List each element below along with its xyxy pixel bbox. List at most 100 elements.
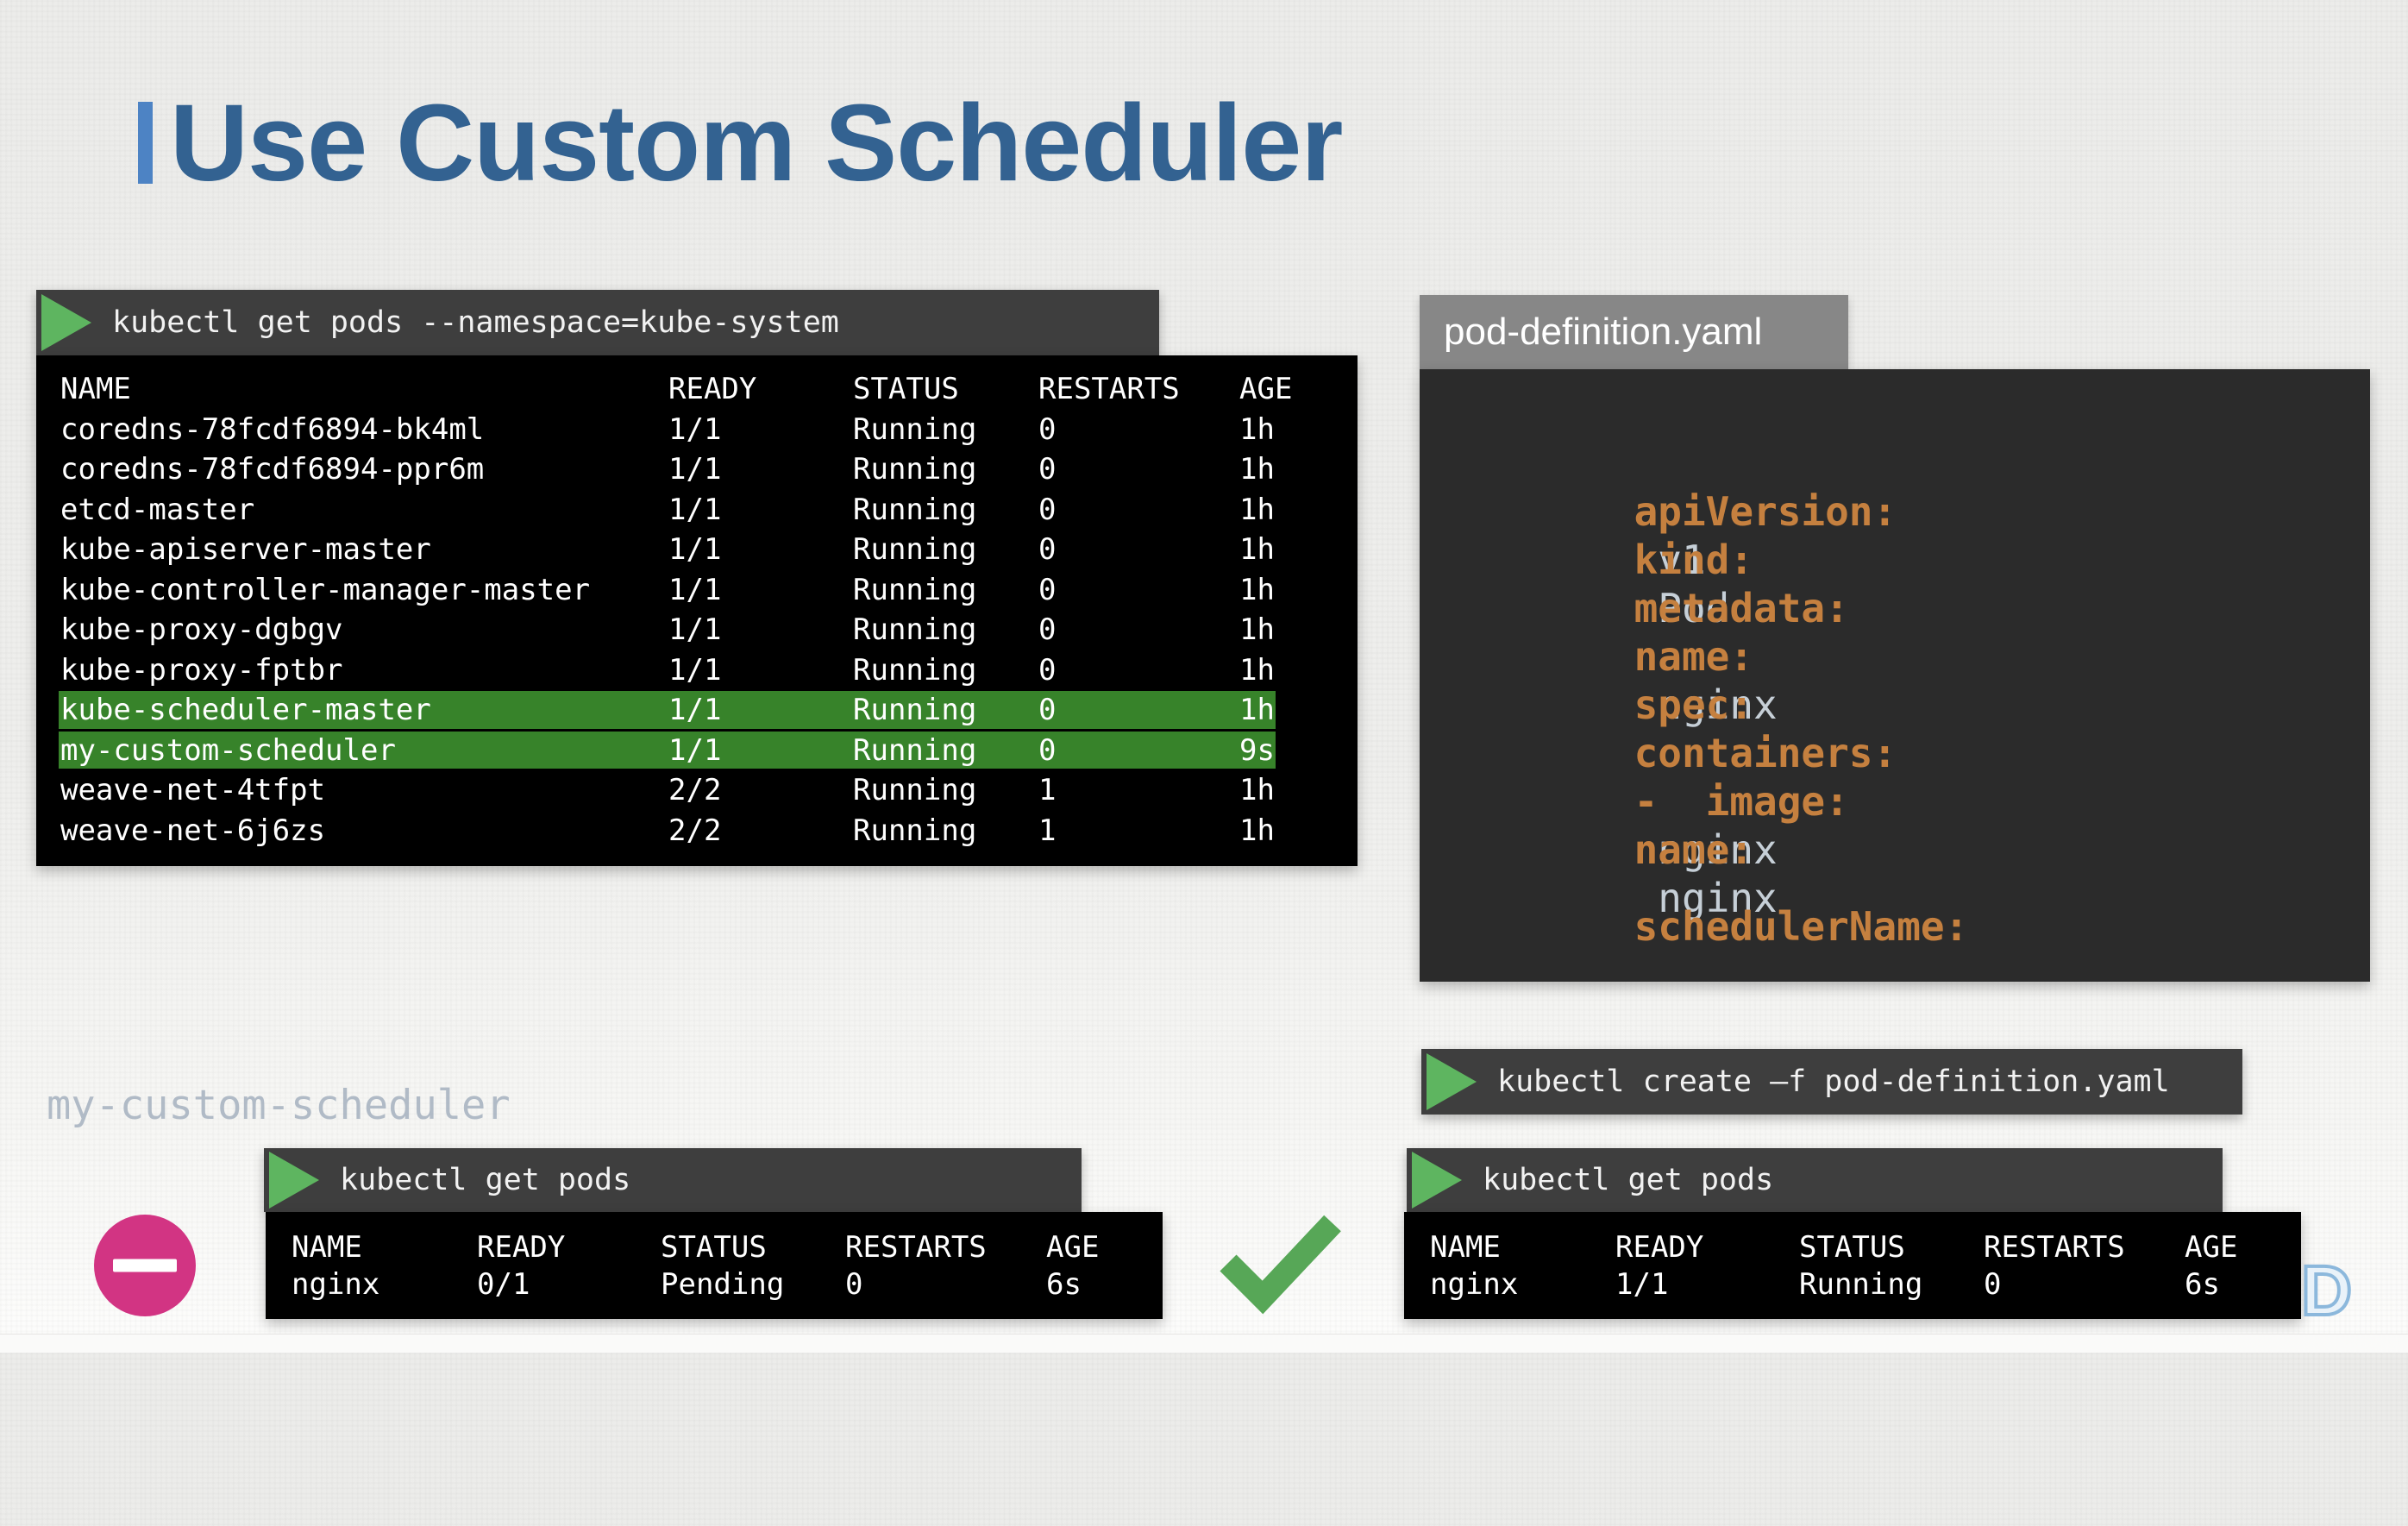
- pod-ready: 1/1: [668, 612, 722, 647]
- pod-name: kube-scheduler-master: [60, 693, 431, 727]
- pod-name: nginx: [1430, 1267, 1519, 1302]
- pod-ready: 1/1: [668, 652, 722, 688]
- yaml-key: spec:: [1634, 681, 1754, 728]
- yaml-value: nginx: [1658, 826, 1778, 873]
- col-name: NAME: [60, 372, 131, 406]
- table-header: NAME READY STATUS RESTARTS AGE: [1404, 1229, 2301, 1266]
- pod-status: Running: [853, 612, 977, 647]
- col-restarts: RESTARTS: [1984, 1230, 2125, 1265]
- yaml-code: apiVersion: v1 kind: Pod metadata: name:…: [1443, 391, 2370, 950]
- yaml-key: metadata:: [1634, 585, 1849, 631]
- table-row: coredns-78fcdf6894-ppr6m 1/1 Running 0 1…: [36, 449, 1358, 490]
- table-row: weave-net-6j6zs 2/2 Running 1 1h: [36, 811, 1358, 851]
- table-header: NAME READY STATUS RESTARTS AGE: [266, 1229, 1163, 1266]
- play-icon: [1412, 1152, 1462, 1209]
- table-header: NAME READY STATUS RESTARTS AGE: [36, 369, 1358, 410]
- pod-age: 6s: [1046, 1267, 1082, 1302]
- yaml-value: nginx: [1658, 875, 1778, 921]
- yaml-value: Pod: [1658, 585, 1730, 631]
- pod-ready: 0/1: [477, 1267, 530, 1302]
- col-age: AGE: [2185, 1230, 2238, 1265]
- yaml-indent: [1634, 730, 1682, 776]
- pod-name: kube-proxy-dgbgv: [60, 612, 343, 647]
- command-text: kubectl get pods --namespace=kube-system: [112, 305, 839, 340]
- yaml-line: metadata:: [1443, 487, 2370, 631]
- pod-age: 1h: [1239, 532, 1275, 567]
- pod-ready: 2/2: [668, 773, 722, 807]
- pod-status: Running: [853, 693, 977, 727]
- pod-name: coredns-78fcdf6894-bk4ml: [60, 411, 485, 447]
- pod-name: etcd-master: [60, 492, 255, 527]
- terminal-output-kube-system: NAME READY STATUS RESTARTS AGE coredns-7…: [36, 355, 1358, 1129]
- pod-restarts: 1: [1038, 813, 1057, 848]
- pod-ready: 2/2: [668, 813, 722, 848]
- page-title: Use Custom Scheduler: [170, 82, 1343, 204]
- command-text: kubectl get pods: [1483, 1163, 1774, 1197]
- pod-name: coredns-78fcdf6894-ppr6m: [60, 452, 485, 487]
- watermark-letter: D: [2299, 1252, 2354, 1330]
- yaml-line: containers:: [1443, 632, 2370, 776]
- pod-ready: 1/1: [668, 492, 722, 527]
- col-status: STATUS: [1799, 1230, 1905, 1265]
- play-icon: [269, 1152, 319, 1209]
- yaml-key: schedulerName:: [1634, 903, 1969, 950]
- table-row: coredns-78fcdf6894-bk4ml 1/1 Running 0 1…: [36, 410, 1358, 450]
- terminal-output-running: NAME READY STATUS RESTARTS AGE nginx 1/1…: [1404, 1212, 2301, 1319]
- minus-bar: [113, 1259, 177, 1272]
- pod-table: nginx 0/1 Pending 0 6s: [266, 1266, 1163, 1303]
- yaml-key: - image:: [1634, 778, 1849, 825]
- pod-status: Running: [853, 732, 977, 768]
- col-status: STATUS: [661, 1230, 767, 1265]
- pod-table: coredns-78fcdf6894-bk4ml 1/1 Running 0 1…: [36, 410, 1358, 851]
- yaml-key: name:: [1634, 826, 1754, 873]
- pod-status: Pending: [661, 1267, 785, 1302]
- play-icon: [1427, 1053, 1477, 1110]
- pod-restarts: 0: [1038, 452, 1057, 487]
- pod-status: Running: [853, 492, 977, 527]
- pod-table: nginx 1/1 Running 0 6s: [1404, 1266, 2301, 1303]
- play-icon: [41, 294, 91, 351]
- yaml-line: name: nginx: [1443, 729, 2370, 921]
- command-bar-get-pods-running: kubectl get pods: [1407, 1148, 2223, 1212]
- checkmark-icon: [1220, 1215, 1341, 1315]
- yaml-key: apiVersion:: [1634, 488, 1897, 535]
- pod-age: 1h: [1239, 572, 1275, 607]
- pod-restarts: 1: [1038, 773, 1057, 807]
- command-bar-kube-system: kubectl get pods --namespace=kube-system: [36, 290, 1159, 355]
- pod-name: nginx: [292, 1267, 380, 1302]
- yaml-value: v1: [1658, 537, 1706, 583]
- yaml-filename-tab: pod-definition.yaml: [1420, 295, 1848, 369]
- table-row: etcd-master 1/1 Running 0 1h: [36, 490, 1358, 531]
- col-age: AGE: [1046, 1230, 1100, 1265]
- col-ready: READY: [1615, 1230, 1704, 1265]
- pod-ready: 1/1: [668, 452, 722, 487]
- pod-age: 1h: [1239, 452, 1275, 487]
- pod-status: Running: [853, 452, 977, 487]
- pod-age: 1h: [1239, 492, 1275, 527]
- col-name: NAME: [1430, 1230, 1501, 1265]
- pod-status: Running: [853, 532, 977, 567]
- yaml-line: name: nginx: [1443, 536, 2370, 728]
- pod-restarts: 0: [1038, 532, 1057, 567]
- table-row: nginx 1/1 Running 0 6s: [1404, 1266, 2301, 1303]
- yaml-key: name:: [1634, 633, 1754, 680]
- pod-ready: 1/1: [668, 572, 722, 607]
- pod-ready: 1/1: [668, 532, 722, 567]
- pod-restarts: 0: [1038, 612, 1057, 647]
- table-row: kube-apiserver-master 1/1 Running 0 1h: [36, 530, 1358, 570]
- pod-status: Running: [1799, 1267, 1923, 1302]
- pod-restarts: 0: [1038, 652, 1057, 688]
- pod-age: 1h: [1239, 773, 1275, 807]
- pod-restarts: 0: [1038, 572, 1057, 607]
- pod-age: 9s: [1239, 732, 1275, 768]
- pod-ready: 1/1: [668, 411, 722, 447]
- pod-age: 1h: [1239, 693, 1275, 727]
- pod-status: Running: [853, 813, 977, 848]
- table-row: nginx 0/1 Pending 0 6s: [266, 1266, 1163, 1303]
- command-text: kubectl get pods: [340, 1163, 631, 1197]
- col-restarts: RESTARTS: [1038, 372, 1180, 406]
- pod-status: Running: [853, 652, 977, 688]
- pod-name: kube-proxy-fptbr: [60, 652, 343, 688]
- pod-ready: 1/1: [1615, 1267, 1669, 1302]
- yaml-value: nginx: [1658, 681, 1778, 728]
